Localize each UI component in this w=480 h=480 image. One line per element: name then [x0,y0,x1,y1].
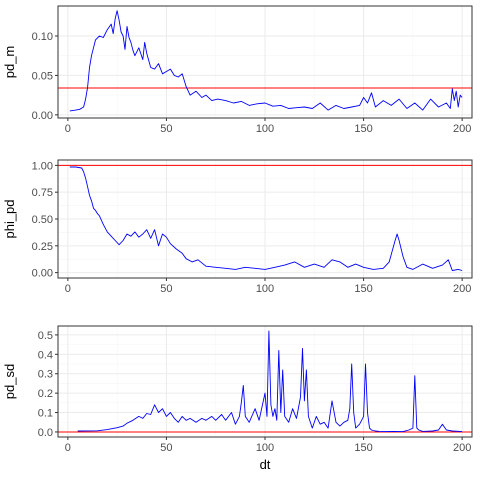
y-tick-label: 0.1 [38,408,53,420]
y-tick-label: 0.4 [38,349,53,361]
y-tick-label: 0.50 [32,214,53,226]
y-tick-label: 0.0 [38,427,53,439]
y-tick-label: 0.3 [38,369,53,381]
x-tick-label: 200 [453,442,471,454]
x-tick-label: 100 [256,123,274,135]
x-tick-label: 200 [453,123,471,135]
y-axis-ticks: 0.0 0.1 0.2 0.3 0.4 0.5 [38,330,58,439]
x-axis-ticks: 0 50 100 150 200 [65,118,472,135]
x-tick-label: 150 [354,442,372,454]
x-tick-label: 100 [256,283,274,295]
x-axis-ticks: 0 50 100 150 200 [65,437,472,454]
panel-pd-sd: 0 50 100 150 200 0.0 0.1 0.2 0.3 0.4 0.5 pd_sd dt [2,326,472,472]
y-tick-label: 0.10 [32,31,53,43]
y-tick-label: 0.05 [32,70,53,82]
y-axis-ticks: 0.00 0.25 0.50 0.75 1.00 [32,160,58,279]
y-tick-label: 0.00 [32,268,53,280]
y-tick-label: 0.5 [38,330,53,342]
x-tick-label: 0 [65,123,71,135]
x-axis-label: dt [260,457,271,472]
y-tick-label: 0.2 [38,388,53,400]
y-axis-label: pd_sd [2,364,17,399]
panel-phi-pd: 0 50 100 150 200 0.00 0.25 0.50 0.75 1.00 phi_pd [2,160,472,295]
panel-pd-m: 0 50 100 150 200 0.00 0.05 0.10 pd_m [2,6,472,135]
x-tick-label: 150 [354,123,372,135]
x-tick-label: 200 [453,283,471,295]
x-axis-ticks: 0 50 100 150 200 [65,278,472,295]
y-axis-label: phi_pd [2,199,17,238]
y-axis-ticks: 0.00 0.05 0.10 [32,31,58,122]
x-tick-label: 150 [354,283,372,295]
y-tick-label: 1.00 [32,160,53,172]
y-tick-label: 0.75 [32,187,53,199]
x-tick-label: 50 [160,123,172,135]
x-tick-label: 0 [65,442,71,454]
y-axis-label: pd_m [2,46,17,79]
y-tick-label: 0.00 [32,110,53,122]
x-tick-label: 50 [160,442,172,454]
x-tick-label: 100 [256,442,274,454]
x-tick-label: 0 [65,283,71,295]
y-tick-label: 0.25 [32,241,53,253]
x-tick-label: 50 [160,283,172,295]
